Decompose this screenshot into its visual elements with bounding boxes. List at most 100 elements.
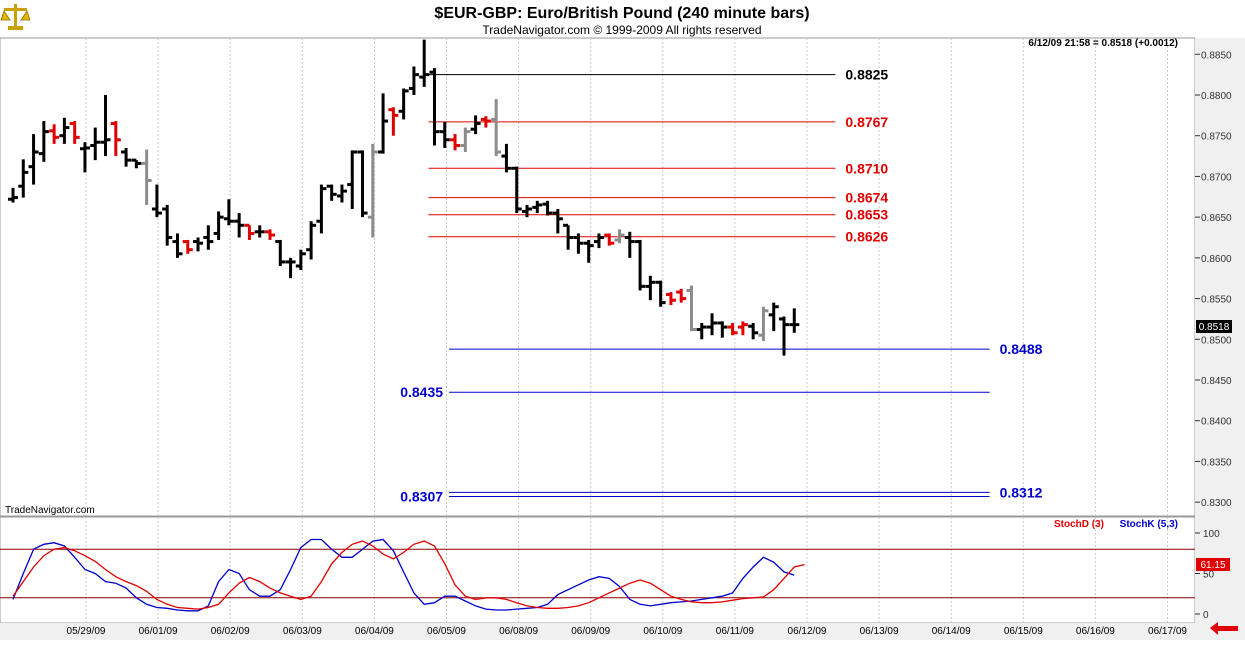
date-tick-label: 06/05/09 [427,626,466,637]
ohlc-bar [100,95,111,157]
stoch-tick-label: 100 [1203,529,1220,540]
date-tick-label: 05/29/09 [67,626,106,637]
ohlc-bar [779,316,789,356]
stoch-last-value-box [1196,558,1230,571]
level-label: 0.8674 [845,190,888,206]
date-tick-label: 06/03/09 [283,626,322,637]
ohlc-bar [398,88,409,120]
ohlc-bar [480,116,491,128]
date-tick-label: 06/01/09 [139,626,178,637]
ohlc-bar [758,306,769,341]
ohlc-bar [789,308,800,333]
stochastic-panel-frame [0,516,1196,624]
date-tick-label: 06/09/09 [571,626,610,637]
ohlc-bar [748,323,759,340]
ohlc-bar [532,200,543,214]
ohlc-bar [90,127,101,161]
ohlc-bar [696,323,707,340]
ohlc-bar [28,134,39,185]
stochastic-lines [0,538,1195,612]
ohlc-bar [38,121,49,162]
date-tick-label: 06/04/09 [355,626,394,637]
ohlc-bar [121,147,132,167]
stoch-tick-label: 0 [1203,610,1209,621]
ohlc-bar [665,292,676,306]
ohlc-bar [645,275,656,301]
date-tick-label: 06/10/09 [643,626,682,637]
ohlc-bar [141,149,152,205]
level-label: 0.8488 [1000,341,1043,357]
date-tick-label: 06/17/09 [1148,626,1187,637]
ohlc-bar [614,229,625,244]
chart-subtitle: TradeNavigator.com © 1999-2009 All right… [482,23,761,37]
price-tick-label: 0.8500 [1201,335,1232,346]
chart-title: $EUR-GBP: Euro/British Pound (240 minute… [434,5,809,22]
legend-stochd: StochD (3) [1054,519,1104,530]
last-price-label: 0.8518 [1199,322,1230,333]
date-tick-label: 06/15/09 [1004,626,1043,637]
ohlc-bar [583,239,594,263]
ohlc-bar [295,249,306,271]
ohlc-bar [213,211,224,240]
date-tick-label: 06/12/09 [788,626,827,637]
right-axis-background [1195,38,1245,640]
scroll-left-arrow-icon[interactable] [1210,622,1238,635]
level-label: 0.8312 [1000,484,1043,500]
stochastic-axis-ticks: 100 50 0 [1195,529,1220,621]
ohlc-bar [563,223,574,250]
date-tick-label: 06/16/09 [1076,626,1115,637]
ohlc-bar [573,233,584,254]
level-label: 0.8626 [845,229,888,245]
date-axis-ticks: 05/29/09 06/01/09 06/02/09 06/03/09 06/04/09… [67,626,1188,637]
ohlc-bar [79,142,90,173]
price-tick-label: 0.8600 [1201,254,1232,265]
ohlc-bar [244,223,255,240]
stochd-line [12,540,805,610]
last-price-box [1196,320,1232,333]
ohlc-bar [604,233,615,246]
ohlc-bar [367,143,378,238]
ohlc-bar [388,107,399,136]
ohlc-bar [686,285,697,332]
ohlc-bar [655,280,666,307]
price-tick-label: 0.8450 [1201,376,1232,387]
price-tick-label: 0.8350 [1201,457,1232,468]
ohlc-bar [737,321,748,336]
ohlc-bar [624,231,635,258]
ohlc-bar [203,225,214,250]
ohlc-bar [707,313,718,336]
ohlc-bar [59,117,70,144]
ohlc-bar [470,115,481,135]
level-label: 0.8710 [845,160,888,176]
ohlc-bar [110,121,121,157]
ohlc-bar [347,150,358,210]
trading-scale-logo-icon [0,4,31,30]
ohlc-bar [131,158,142,169]
ohlc-bar [326,184,337,201]
ohlc-bar [593,233,604,249]
ohlc-bar [727,323,738,336]
price-tick-label: 0.8750 [1201,132,1232,143]
ohlc-bar [69,121,80,144]
ohlc-bar [676,288,687,303]
level-label: 0.8825 [845,67,888,83]
price-tick-label: 0.8550 [1201,295,1232,306]
ohlc-bar [768,302,779,332]
ohlc-bar [193,237,204,252]
price-tick-label: 0.8700 [1201,172,1232,183]
level-label: 0.8653 [845,207,888,223]
ohlc-bar [552,209,563,234]
ohlc-bar [542,200,553,216]
ohlc-bar [460,127,471,153]
ohlc-bar [357,150,368,218]
price-tick-label: 0.8850 [1201,50,1232,61]
last-quote-info: 6/12/09 21:58 = 0.8518 (+0.0012) [1028,38,1178,49]
ohlc-bar [408,66,419,96]
ohlc-bar [18,159,29,198]
ohlc-bar [511,166,522,214]
ohlc-bar [162,204,173,246]
ohlc-bar [429,68,440,146]
